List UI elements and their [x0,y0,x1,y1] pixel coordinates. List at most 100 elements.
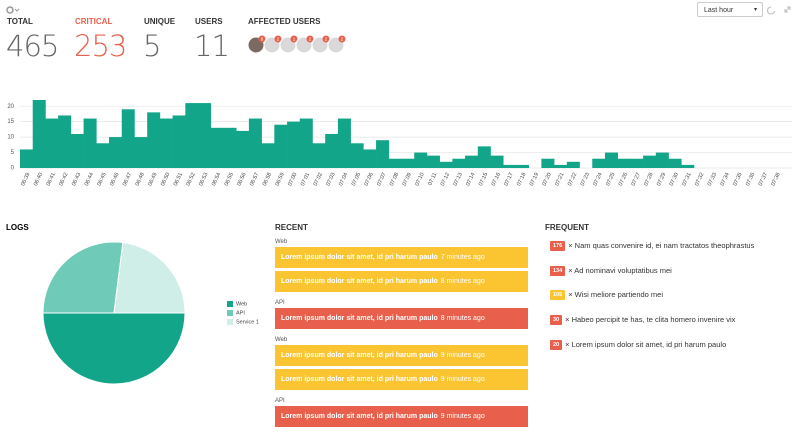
y-tick-label: 5 [11,150,15,156]
avatar: 6 [247,35,266,54]
avatar-badge [258,35,266,43]
frequent-item: 20 × Lorem ipsum dolor sit amet, id pri h… [550,340,754,365]
bar [643,155,657,168]
x-tick-label: 07:15 [478,172,489,187]
frequent-list: 176 × Nam quas convenire id, ei nam tract… [550,241,754,364]
x-tick-label: 07:02 [313,172,324,187]
x-tick-label: 06:52 [186,172,197,187]
group-label: Web [275,239,288,245]
avatar: 1 [279,35,298,54]
bar [681,164,695,168]
x-tick-label: 07:25 [605,172,616,187]
avatar-badge-count: 1 [293,37,296,42]
group-label-row: Web [275,337,529,343]
avatar: 2 [327,35,346,54]
frequent-title: FREQUENT [545,223,589,232]
x-tick-label: 07:06 [364,172,375,187]
x-tick-label: 07:34 [720,172,731,187]
recent-item[interactable]: Lorem ipsum dolor sit amet, id pri harum… [275,247,528,268]
settings-icon[interactable] [6,6,20,14]
bar [261,143,275,168]
time-range-dropdown[interactable]: Last hour ▾ [697,2,763,17]
legend-swatch [227,310,233,316]
bar [541,158,555,168]
caret: ▾ [753,7,757,13]
bar [630,158,644,168]
x-tick-label: 07:32 [694,172,705,187]
bar [121,109,135,168]
bar [210,127,224,168]
bar [185,103,199,168]
stat-text: UNIQUE [144,17,176,26]
stat-value: 5 [143,29,161,63]
recent-item[interactable]: Lorem ipsum dolor sit amet, id pri harum… [275,406,528,427]
bar [236,130,250,168]
expand-icon[interactable] [784,6,791,13]
x-tick-label: 07:24 [592,172,603,187]
count-badge: 176 [550,241,566,252]
x-tick-label: 07:38 [771,172,782,187]
x-tick-label: 07:07 [376,172,387,187]
bar [58,115,72,168]
x-tick-label: 07:22 [567,172,578,187]
x-tick-label: 07:30 [669,172,680,187]
x-tick-label: 07:23 [580,172,591,187]
x-tick-label: 07:20 [542,172,553,187]
avatar: 2 [311,35,330,54]
group-label: API [275,398,285,404]
stat-text: 465 [6,29,59,63]
group-label-row: API [275,300,529,306]
stat-label: USERS [195,17,223,26]
bar [274,124,288,168]
x-tick-label: 07:05 [351,172,362,187]
bar [172,115,186,168]
item-time: 8 minutes ago [440,315,485,322]
frequent-message: × Nam quas convenire id, ei nam tractato… [568,241,755,250]
bar [83,118,97,168]
count-badge: 134 [550,265,566,276]
x-tick-label: 06:46 [109,172,120,187]
bar [452,158,466,168]
bar [554,164,568,168]
x-tick-label: 07:00 [287,172,298,187]
x-tick-label: 07:13 [453,172,464,187]
x-tick-label: 07:21 [554,172,565,187]
x-tick-label: 06:55 [224,172,235,187]
bar [312,143,326,168]
affected-users-label: AFFECTED USERS [248,17,321,26]
legend-swatch [227,301,233,307]
avatar-badge [290,35,298,43]
x-tick-label: 06:49 [147,172,158,187]
bar [592,158,606,168]
recent-item[interactable]: Lorem ipsum dolor sit amet, id pri harum… [275,369,528,390]
bar [337,118,351,168]
bar [248,118,262,168]
bar [20,149,34,168]
bar [401,158,415,168]
recent-item[interactable]: Lorem ipsum dolor sit amet, id pri harum… [275,271,528,292]
bar [299,118,313,168]
count-badge: 105 [550,290,566,301]
bar [363,149,377,168]
bar [376,140,390,168]
stat-text: 5 [143,29,161,63]
frequent-item: 134 × Ad nominavi voluptatibus mei [550,266,754,291]
refresh-icon[interactable] [767,6,775,15]
recent-item[interactable]: Lorem ipsum dolor sit amet, id pri harum… [275,345,528,366]
recent-item[interactable]: Lorem ipsum dolor sit amet, id pri harum… [275,308,528,329]
x-tick-label: 06:56 [236,172,247,187]
x-tick-label: 07:10 [414,172,425,187]
x-tick-label: 06:47 [122,172,133,187]
bar [490,155,504,168]
bar [617,158,631,168]
legend-swatch [227,319,233,325]
bar [325,134,339,168]
avatar-badge [322,35,330,43]
bar [134,137,148,168]
x-tick-label: 07:36 [745,172,756,187]
x-tick-label: 07:29 [656,172,667,187]
x-tick-label: 06:44 [84,172,95,187]
x-tick-label: 07:26 [618,172,629,187]
bar [32,100,46,168]
